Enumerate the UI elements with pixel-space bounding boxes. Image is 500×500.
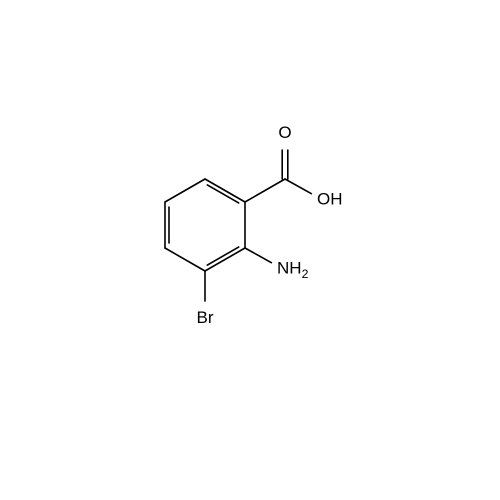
atom-label-O9: OH [317,191,343,208]
molecule-bonds-svg [0,0,500,500]
atom-label-Br11: Br [197,309,214,326]
atom-label-O8: O [278,124,291,141]
atom-label-N10: NH2 [277,260,308,277]
molecule-canvas: O OH NH2 Br [0,0,500,500]
